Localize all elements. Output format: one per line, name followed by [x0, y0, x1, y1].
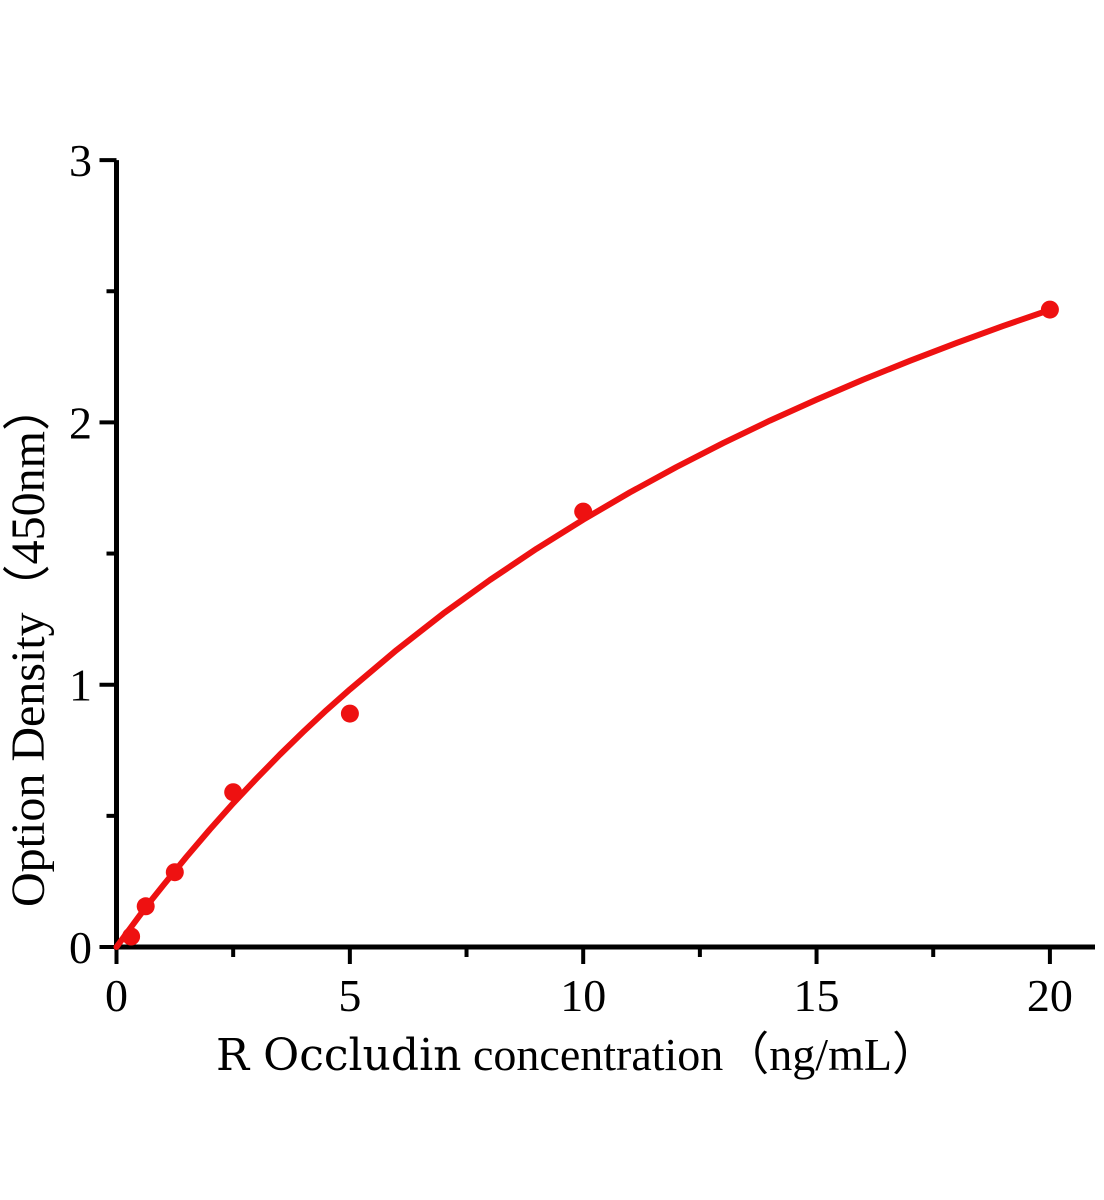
x-axis-title-prefix: R Occludin: [216, 1030, 461, 1081]
x-axis-tick-label: 20: [1027, 970, 1073, 1021]
y-axis-tick-label: 3: [69, 135, 92, 186]
data-point: [136, 897, 155, 916]
data-point: [340, 704, 359, 723]
x-axis-tick-label: 0: [105, 970, 128, 1021]
data-point: [224, 783, 243, 802]
data-point: [1040, 300, 1059, 319]
x-axis-title: R Occludin concentration（ng/mL）: [216, 1029, 938, 1081]
fitted-curve: [113, 306, 1053, 950]
y-axis-tick-label: 2: [69, 397, 92, 448]
axis-spines: [114, 160, 1095, 950]
x-axis-tick-label: 15: [794, 970, 840, 1021]
x-axis-title-rest: concentration（ng/mL）: [461, 1029, 938, 1080]
x-axis-tick-label: 5: [338, 970, 361, 1021]
y-axis-title: Option Density（450nm）: [2, 383, 55, 907]
data-point: [574, 502, 593, 521]
axes: 0 5 10 15 20 0 1 2 3: [69, 135, 1095, 1021]
x-axis-tick-label: 10: [560, 970, 606, 1021]
y-axis-tick-label: 0: [69, 922, 92, 973]
y-axis-tick-label: 1: [69, 660, 92, 711]
plot-area: [113, 300, 1059, 950]
data-point: [122, 927, 141, 946]
data-point: [165, 863, 184, 882]
